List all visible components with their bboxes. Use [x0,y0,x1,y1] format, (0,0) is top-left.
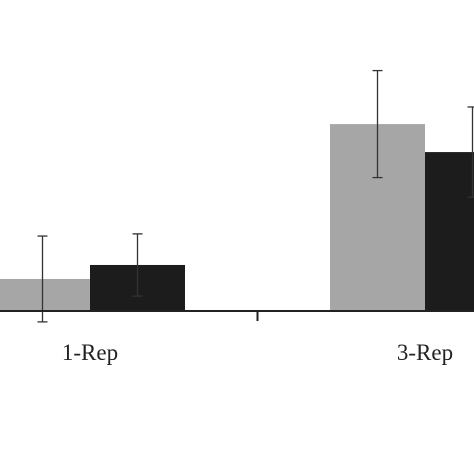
error-bar [467,106,474,198]
error-bar [132,233,143,297]
x-tick-label: 1-Rep [62,340,118,365]
error-bar [372,69,383,179]
bar [0,278,90,311]
bar [425,152,474,311]
error-bar [37,235,48,323]
x-tick-label: 3-Rep [397,340,453,365]
